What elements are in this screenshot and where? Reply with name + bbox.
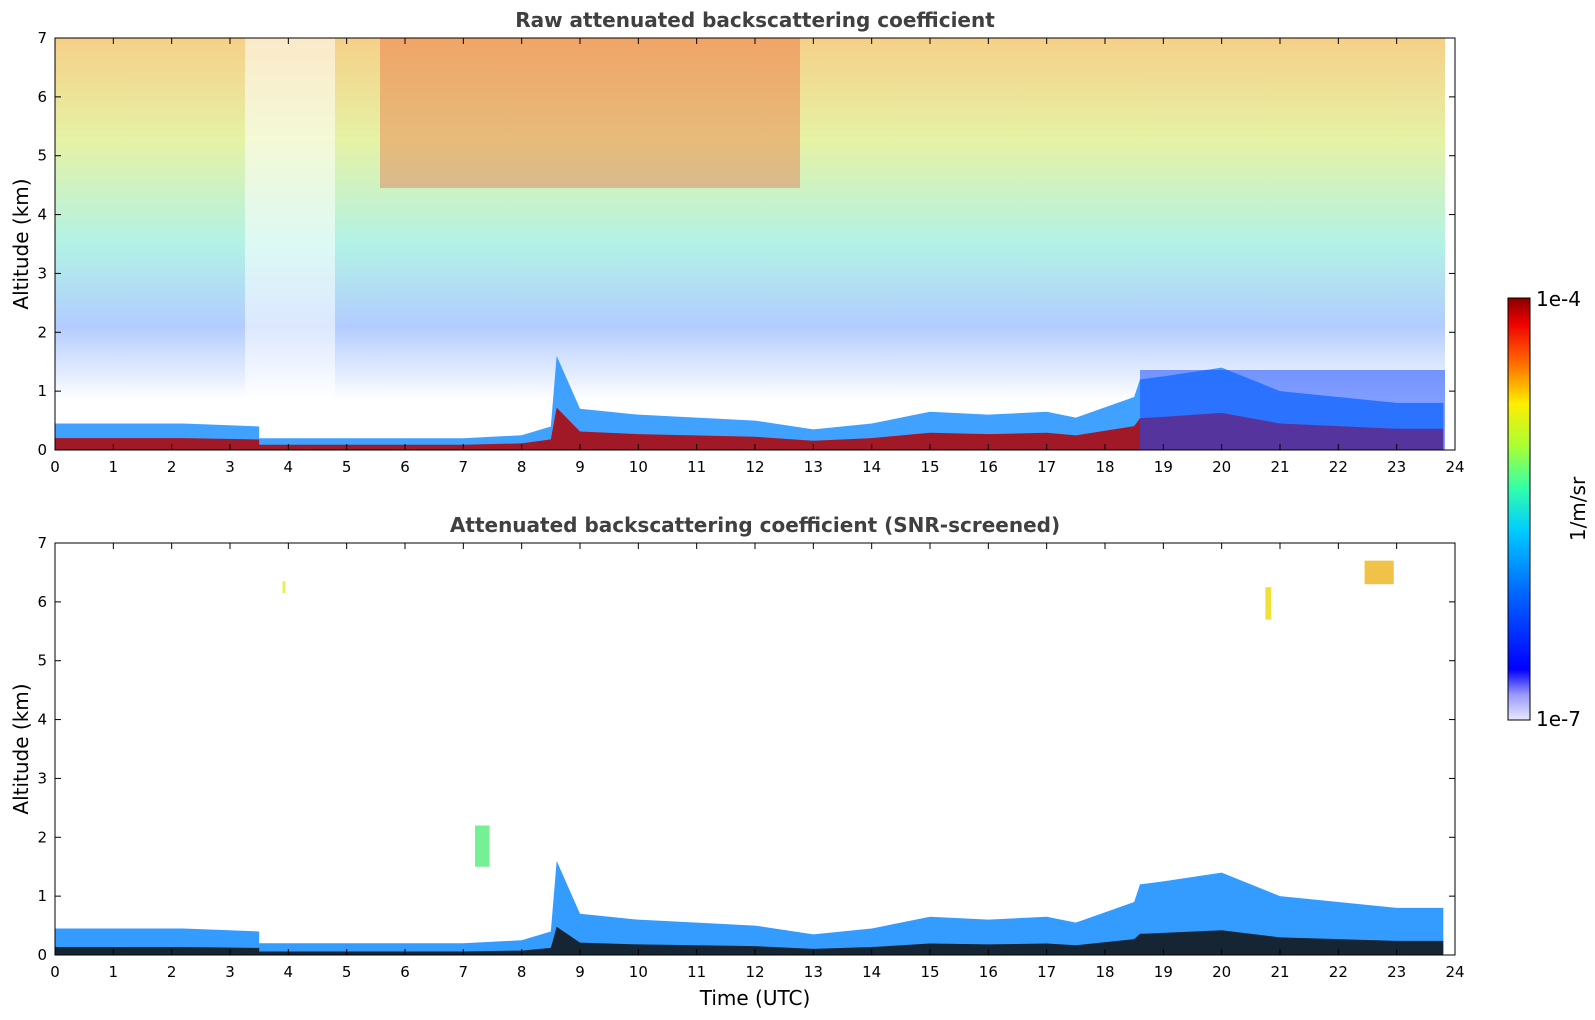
x-tick-label: 14: [862, 963, 881, 981]
x-tick-label: 6: [400, 963, 410, 981]
x-tick-label: 22: [1329, 458, 1348, 476]
bottom-chart-title: Attenuated backscattering coefficient (S…: [450, 513, 1060, 537]
y-tick-label: 1: [37, 887, 47, 905]
top-y-axis-label: Altitude (km): [9, 178, 33, 309]
x-tick-label: 0: [50, 458, 60, 476]
x-tick-label: 1: [109, 458, 119, 476]
x-tick-label: 7: [459, 963, 469, 981]
y-tick-label: 4: [37, 711, 47, 729]
y-tick-label: 7: [37, 29, 47, 47]
y-tick-label: 3: [37, 769, 47, 787]
y-tick-label: 5: [37, 652, 47, 670]
x-tick-label: 15: [920, 458, 939, 476]
x-tick-label: 12: [745, 963, 764, 981]
top-evening-layer: [1140, 370, 1445, 450]
x-tick-label: 6: [400, 458, 410, 476]
x-tick-label: 22: [1329, 963, 1348, 981]
y-tick-label: 4: [37, 206, 47, 224]
x-tick-label: 7: [459, 458, 469, 476]
x-tick-label: 15: [920, 963, 939, 981]
feature-cirrus: [1364, 560, 1394, 585]
top-upper-noise-red: [380, 38, 800, 188]
raw-backscatter-panel: Raw attenuated backscattering coefficien…: [9, 8, 1465, 476]
x-tick-label: 10: [629, 458, 648, 476]
x-tick-label: 20: [1212, 458, 1231, 476]
x-tick-label: 2: [167, 963, 177, 981]
x-tick-label: 0: [50, 963, 60, 981]
x-tick-label: 13: [804, 458, 823, 476]
x-tick-label: 13: [804, 963, 823, 981]
x-tick-label: 5: [342, 963, 352, 981]
top-y-axis: 0 1 2 3 4 5 6 7: [37, 29, 1455, 459]
feature-small-cloud: [282, 581, 286, 594]
x-tick-label: 11: [687, 458, 706, 476]
x-tick-label: 12: [745, 458, 764, 476]
x-tick-label: 5: [342, 458, 352, 476]
x-tick-label: 20: [1212, 963, 1231, 981]
x-tick-label: 21: [1270, 458, 1289, 476]
colorbar-label: 1/m/sr: [1566, 476, 1590, 541]
bottom-features: [282, 560, 1394, 867]
feature-aerosol-layer: [475, 825, 490, 867]
x-tick-label: 19: [1154, 963, 1173, 981]
colorbar-max-label: 1e-4: [1536, 287, 1581, 311]
top-boundary-layer-core: [55, 407, 1444, 450]
y-tick-label: 5: [37, 147, 47, 165]
top-low-signal-gap: [245, 38, 335, 450]
x-tick-label: 4: [284, 963, 294, 981]
x-tick-label: 16: [979, 458, 998, 476]
x-tick-label: 1: [109, 963, 119, 981]
x-tick-label: 17: [1037, 458, 1056, 476]
bottom-x-axis-label: Time (UTC): [699, 986, 811, 1010]
x-tick-label: 4: [284, 458, 294, 476]
x-tick-label: 11: [687, 963, 706, 981]
top-x-axis: 0 1 2 3 4 5 6 7 8 9 10 11 12 13 14 15 16 17 18 19 20 21 22 23 24: [50, 38, 1465, 476]
x-tick-label: 3: [225, 963, 235, 981]
bottom-boundary-layer-core: [55, 926, 1444, 955]
x-tick-label: 23: [1387, 458, 1406, 476]
y-tick-label: 1: [37, 382, 47, 400]
x-tick-label: 9: [575, 963, 585, 981]
bottom-y-axis: 0 1 2 3 4 5 6 7: [37, 534, 1455, 964]
x-tick-label: 18: [1095, 963, 1114, 981]
y-tick-label: 2: [37, 323, 47, 341]
y-tick-label: 0: [37, 441, 47, 459]
x-tick-label: 14: [862, 458, 881, 476]
feature-cirrus: [1265, 587, 1272, 620]
x-tick-label: 24: [1445, 458, 1464, 476]
y-tick-label: 6: [37, 593, 47, 611]
bottom-x-axis: 0 1 2 3 4 5 6 7 8 9 10 11 12 13 14 15 16 17 18 19 20 21 22 23 24: [50, 543, 1465, 981]
x-tick-label: 17: [1037, 963, 1056, 981]
x-tick-label: 18: [1095, 458, 1114, 476]
x-tick-label: 21: [1270, 963, 1289, 981]
snr-screened-panel: Attenuated backscattering coefficient (S…: [9, 513, 1465, 1010]
y-tick-label: 7: [37, 534, 47, 552]
bottom-boundary-layer: [55, 860, 1444, 955]
y-tick-label: 0: [37, 946, 47, 964]
x-tick-label: 10: [629, 963, 648, 981]
colorbar-min-label: 1e-7: [1536, 707, 1581, 731]
top-boundary-layer: [55, 355, 1444, 450]
top-chart-title: Raw attenuated backscattering coefficien…: [515, 8, 995, 32]
x-tick-label: 19: [1154, 458, 1173, 476]
colorbar: 1e-4 1e-7 1/m/sr: [1507, 287, 1590, 731]
colorbar-gradient: [1507, 297, 1531, 721]
x-tick-label: 16: [979, 963, 998, 981]
y-tick-label: 3: [37, 264, 47, 282]
y-tick-label: 6: [37, 88, 47, 106]
x-tick-label: 3: [225, 458, 235, 476]
x-tick-label: 8: [517, 963, 527, 981]
x-tick-label: 2: [167, 458, 177, 476]
x-tick-label: 8: [517, 458, 527, 476]
bottom-y-axis-label: Altitude (km): [9, 683, 33, 814]
x-tick-label: 23: [1387, 963, 1406, 981]
x-tick-label: 9: [575, 458, 585, 476]
y-tick-label: 2: [37, 828, 47, 846]
x-tick-label: 24: [1445, 963, 1464, 981]
